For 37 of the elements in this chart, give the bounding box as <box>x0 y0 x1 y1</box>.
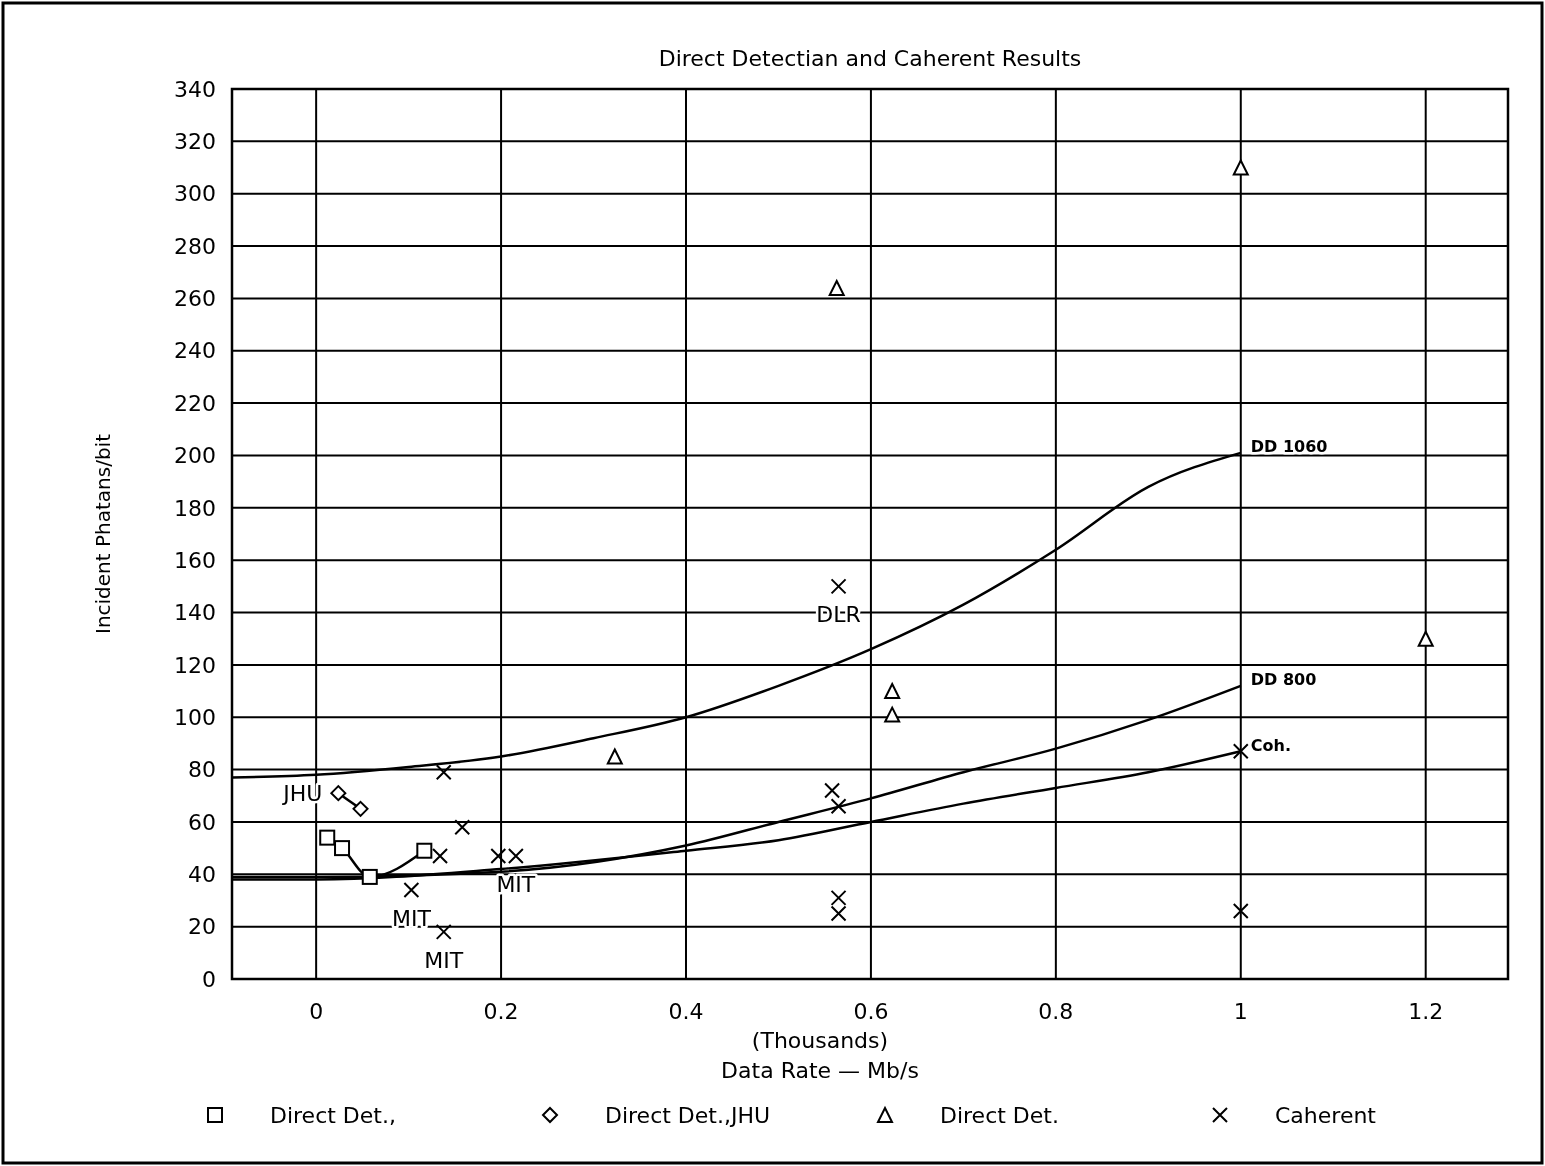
y-tick-label: 300 <box>174 181 216 207</box>
y-tick-label: 280 <box>174 233 216 259</box>
y-tick-label: 120 <box>174 652 216 678</box>
y-tick-label: 240 <box>174 338 216 364</box>
annotation: DD 800 <box>1250 670 1317 690</box>
y-tick-label: 20 <box>188 914 216 940</box>
y-tick-label: 80 <box>188 757 216 783</box>
x-tick-label: 0.6 <box>853 999 889 1024</box>
y-tick-label: 140 <box>174 600 216 626</box>
y-tick-label: 260 <box>174 286 216 312</box>
y-tick-label: 160 <box>174 547 216 573</box>
x-tick-label: 0.2 <box>483 999 519 1024</box>
y-tick-label: 180 <box>174 495 216 521</box>
legend-label: Direct Det., <box>270 1102 396 1128</box>
y-axis-title: Incident Phatans/bit <box>91 433 115 635</box>
y-tick-label: 40 <box>188 861 216 887</box>
chart-title: Direct Detectian and Caherent Results <box>658 46 1082 71</box>
annotation: Coh. <box>1250 735 1291 755</box>
y-tick-label: 320 <box>174 129 216 155</box>
legend-label: Direct Det.,JHU <box>605 1102 771 1128</box>
legend-label: Caherent <box>1275 1102 1377 1128</box>
x-tick-label: 1 <box>1233 999 1248 1024</box>
x-tick-label: 0.8 <box>1038 999 1074 1024</box>
x-tick-label: 1.2 <box>1408 999 1444 1024</box>
y-tick-label: 0 <box>202 966 216 992</box>
legend-label: Direct Det. <box>940 1102 1059 1128</box>
annotation: DD 1060 <box>1250 437 1328 457</box>
annotation: MIT <box>391 905 432 931</box>
y-tick-label: 60 <box>188 809 216 835</box>
x-tick-label: 0 <box>309 999 324 1024</box>
y-tick-label: 220 <box>174 390 216 416</box>
x-axis-title: (Thousands) Data Rate — Mb/s <box>721 1028 919 1083</box>
annotation: MIT <box>424 947 464 973</box>
y-tick-label: 340 <box>174 76 216 102</box>
y-tick-label: 100 <box>174 704 216 730</box>
y-tick-label: 200 <box>174 443 216 469</box>
x-tick-label: 0.4 <box>668 999 704 1024</box>
